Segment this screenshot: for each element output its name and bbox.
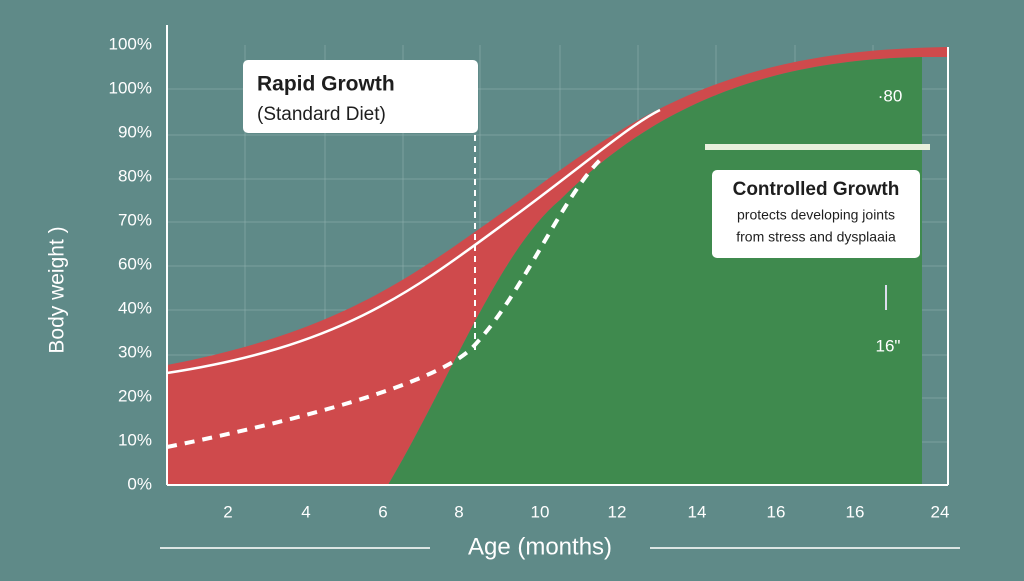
rapid-subtitle: (Standard Diet) <box>257 104 386 125</box>
highlight-bar <box>705 144 930 150</box>
y-tick-label: 30% <box>118 342 152 361</box>
controlled-line: from stress and dysplaaia <box>736 229 896 245</box>
x-tick-label: 4 <box>301 502 310 521</box>
y-tick-label: 0% <box>127 474 152 493</box>
y-tick-label: 100% <box>109 78 152 97</box>
y-tick-label: 60% <box>118 254 152 273</box>
rapid-box <box>243 60 478 133</box>
rapid-title: Rapid Growth <box>257 73 395 96</box>
dashed-curve <box>166 158 602 449</box>
x-axis-title: Age (months) <box>468 533 612 560</box>
rapid-area <box>167 47 948 485</box>
y-tick-label: 20% <box>118 386 152 405</box>
x-tick-label: 2 <box>223 502 232 521</box>
x-tick-label: 6 <box>378 502 387 521</box>
y-tick-label: 100% <box>109 34 152 53</box>
y-tick-label: 70% <box>118 210 152 229</box>
marker-label: ·80 <box>878 86 903 105</box>
x-tick-label: 10 <box>531 502 550 521</box>
y-tick-label: 10% <box>118 430 152 449</box>
rapid-curve <box>166 108 661 375</box>
x-tick-label: 16 <box>767 502 786 521</box>
controlled-title: Controlled Growth <box>733 179 900 200</box>
x-tick-labels: 2 4 6 8 10 12 14 16 16 24 <box>223 502 949 521</box>
x-tick-label: 14 <box>688 502 707 521</box>
y-tick-label: 40% <box>118 298 152 317</box>
x-tick-label: 16 <box>846 502 865 521</box>
y-tick-label: 90% <box>118 122 152 141</box>
controlled-area <box>388 57 922 485</box>
x-tick-label: 12 <box>608 502 627 521</box>
y-tick-label: 80% <box>118 166 152 185</box>
x-tick-label: 24 <box>931 502 950 521</box>
y-tick-labels: 100% 100% 90% 80% 70% 60% 40% 30% 20% 10% 0% <box>109 34 152 493</box>
controlled-line: protects developing joints <box>737 207 895 223</box>
marker-label: 16" <box>876 336 901 355</box>
x-tick-label: 8 <box>454 502 463 521</box>
y-axis-title: Body weight ) <box>46 226 69 353</box>
controlled-box <box>712 170 920 258</box>
